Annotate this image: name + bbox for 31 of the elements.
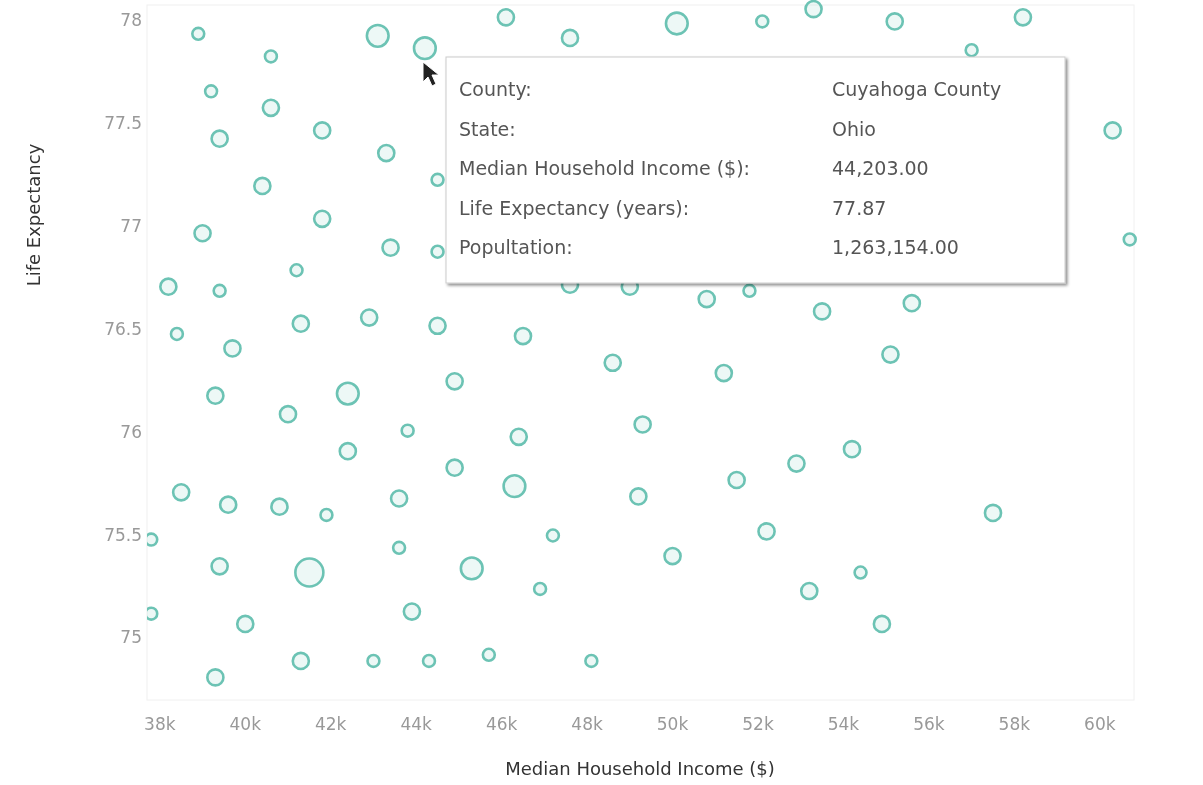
x-axis-title: Median Household Income ($) <box>505 758 775 779</box>
x-tick-label: 56k <box>913 714 945 734</box>
x-tick-label: 44k <box>400 714 433 734</box>
annotation: Ohio <box>832 117 876 140</box>
x-tick-label: 42k <box>314 714 347 734</box>
annotation: State: <box>459 117 516 140</box>
y-tick-label: 77 <box>120 216 142 237</box>
x-tick-label: 48k <box>571 714 603 734</box>
y-axis-title: Life Expectancy <box>23 143 44 287</box>
annotation: 44,203.00 <box>832 157 929 179</box>
x-tick-label: 40k <box>229 714 262 734</box>
y-tick-label: 78 <box>120 10 142 31</box>
x-tick-label: 50k <box>656 714 689 734</box>
annotation: County: <box>459 78 532 100</box>
annotation: Popultation: <box>459 236 573 258</box>
x-tick-label: 58k <box>998 714 1031 734</box>
annotation: Cuyahoga County <box>832 78 1002 100</box>
y-tick-label: 75.5 <box>104 524 142 545</box>
y-tick-label: 75 <box>120 627 142 648</box>
annotation: 77.87 <box>832 196 887 219</box>
y-tick-label: 76.5 <box>104 318 142 339</box>
annotation: Median Household Income ($): <box>459 157 751 179</box>
annotation: 1,263,154.00 <box>832 236 959 258</box>
y-tick-label: 76 <box>120 421 142 442</box>
x-tick-label: 60k <box>1084 714 1116 734</box>
x-tick-label: 54k <box>827 714 860 734</box>
x-tick-label: 52k <box>742 714 774 734</box>
x-tick-label: 38k <box>144 714 176 734</box>
annotation: Life Expectancy (years): <box>459 196 690 219</box>
y-tick-label: 77.5 <box>104 113 142 134</box>
x-tick-label: 46k <box>485 714 518 734</box>
